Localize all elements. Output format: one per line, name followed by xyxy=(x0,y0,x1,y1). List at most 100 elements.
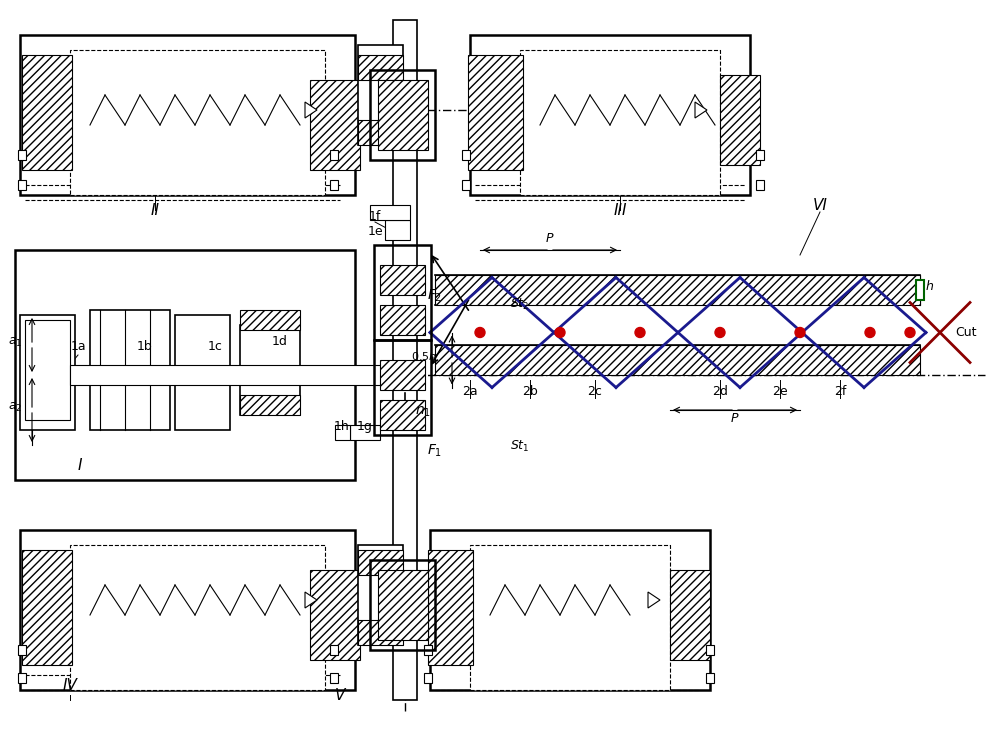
Bar xyxy=(470,545,670,690)
Bar xyxy=(670,570,710,660)
Bar xyxy=(468,55,523,170)
Circle shape xyxy=(795,327,805,338)
Bar xyxy=(720,75,760,165)
Bar xyxy=(20,35,355,195)
Bar xyxy=(435,275,920,305)
Text: $a_1$: $a_1$ xyxy=(8,336,22,349)
Text: $n_1$: $n_1$ xyxy=(415,405,431,420)
Bar xyxy=(430,530,710,690)
Bar xyxy=(335,425,350,440)
Text: $P$: $P$ xyxy=(730,412,740,425)
Bar xyxy=(240,395,300,415)
Text: VI: VI xyxy=(813,198,827,213)
Bar xyxy=(424,673,432,683)
Bar xyxy=(358,55,403,80)
Text: $St_1$: $St_1$ xyxy=(510,439,530,454)
Text: $F_2$: $F_2$ xyxy=(427,288,443,304)
Bar xyxy=(470,35,750,195)
Polygon shape xyxy=(305,102,317,118)
Text: 2f: 2f xyxy=(834,385,846,398)
Bar xyxy=(330,645,338,655)
Text: 1c: 1c xyxy=(208,340,222,353)
Polygon shape xyxy=(695,102,707,118)
Text: 1h: 1h xyxy=(334,420,350,433)
Bar xyxy=(706,645,714,655)
Polygon shape xyxy=(305,592,317,608)
Bar xyxy=(330,673,338,683)
Bar xyxy=(370,560,435,650)
Text: 2d: 2d xyxy=(712,385,728,398)
Bar xyxy=(462,180,470,190)
Bar xyxy=(358,620,403,645)
Bar xyxy=(22,550,72,665)
Bar xyxy=(358,120,403,145)
Text: I: I xyxy=(78,458,82,473)
Text: 1a: 1a xyxy=(70,340,86,353)
Circle shape xyxy=(715,327,725,338)
Bar xyxy=(393,20,417,700)
Text: 1f: 1f xyxy=(369,210,381,223)
Bar xyxy=(378,570,428,640)
Bar xyxy=(20,530,355,690)
Bar xyxy=(18,180,26,190)
Bar xyxy=(378,80,428,150)
Bar xyxy=(380,400,425,430)
Bar xyxy=(380,360,425,390)
Bar xyxy=(380,265,425,295)
Text: 1b: 1b xyxy=(137,340,153,353)
Bar xyxy=(330,150,338,160)
Bar xyxy=(22,55,72,170)
Bar xyxy=(70,50,325,195)
Polygon shape xyxy=(648,592,660,608)
Text: III: III xyxy=(613,203,627,218)
Bar xyxy=(358,545,403,645)
Text: 2b: 2b xyxy=(522,385,538,398)
Bar xyxy=(310,80,360,170)
Bar xyxy=(25,320,70,420)
Bar xyxy=(240,325,300,415)
Bar xyxy=(374,340,431,435)
Text: 2c: 2c xyxy=(588,385,602,398)
Text: 2e: 2e xyxy=(772,385,788,398)
Bar xyxy=(374,245,431,340)
Bar xyxy=(428,550,473,665)
Text: $a_2$: $a_2$ xyxy=(8,401,22,414)
Bar xyxy=(756,180,764,190)
Bar xyxy=(175,315,230,430)
Text: 1g: 1g xyxy=(357,420,373,433)
Bar xyxy=(330,180,338,190)
Bar xyxy=(756,150,764,160)
Bar xyxy=(18,673,26,683)
Text: $h$: $h$ xyxy=(925,279,934,293)
Text: 1d: 1d xyxy=(272,335,288,348)
Bar xyxy=(240,310,300,330)
Bar xyxy=(20,315,75,430)
Text: $0.5b$: $0.5b$ xyxy=(411,350,437,362)
Text: 1e: 1e xyxy=(367,225,383,238)
Bar xyxy=(18,150,26,160)
Bar xyxy=(70,365,390,385)
Bar xyxy=(370,205,410,220)
Circle shape xyxy=(635,327,645,338)
Text: IV: IV xyxy=(63,678,77,693)
Text: $F_1$: $F_1$ xyxy=(427,443,443,459)
Bar xyxy=(15,250,355,480)
Bar xyxy=(424,645,432,655)
Bar xyxy=(520,50,720,195)
Circle shape xyxy=(905,327,915,338)
Bar xyxy=(90,310,170,430)
Text: 2a: 2a xyxy=(462,385,478,398)
Text: V: V xyxy=(335,688,345,703)
Bar xyxy=(370,70,435,160)
Text: II: II xyxy=(150,203,160,218)
Bar xyxy=(350,425,380,440)
Bar xyxy=(18,645,26,655)
Bar xyxy=(358,45,403,145)
Bar xyxy=(70,545,325,690)
Circle shape xyxy=(555,327,565,338)
Text: $St_2$: $St_2$ xyxy=(510,297,529,312)
Bar xyxy=(380,305,425,335)
Bar xyxy=(385,220,410,240)
Circle shape xyxy=(865,327,875,338)
Circle shape xyxy=(475,327,485,338)
